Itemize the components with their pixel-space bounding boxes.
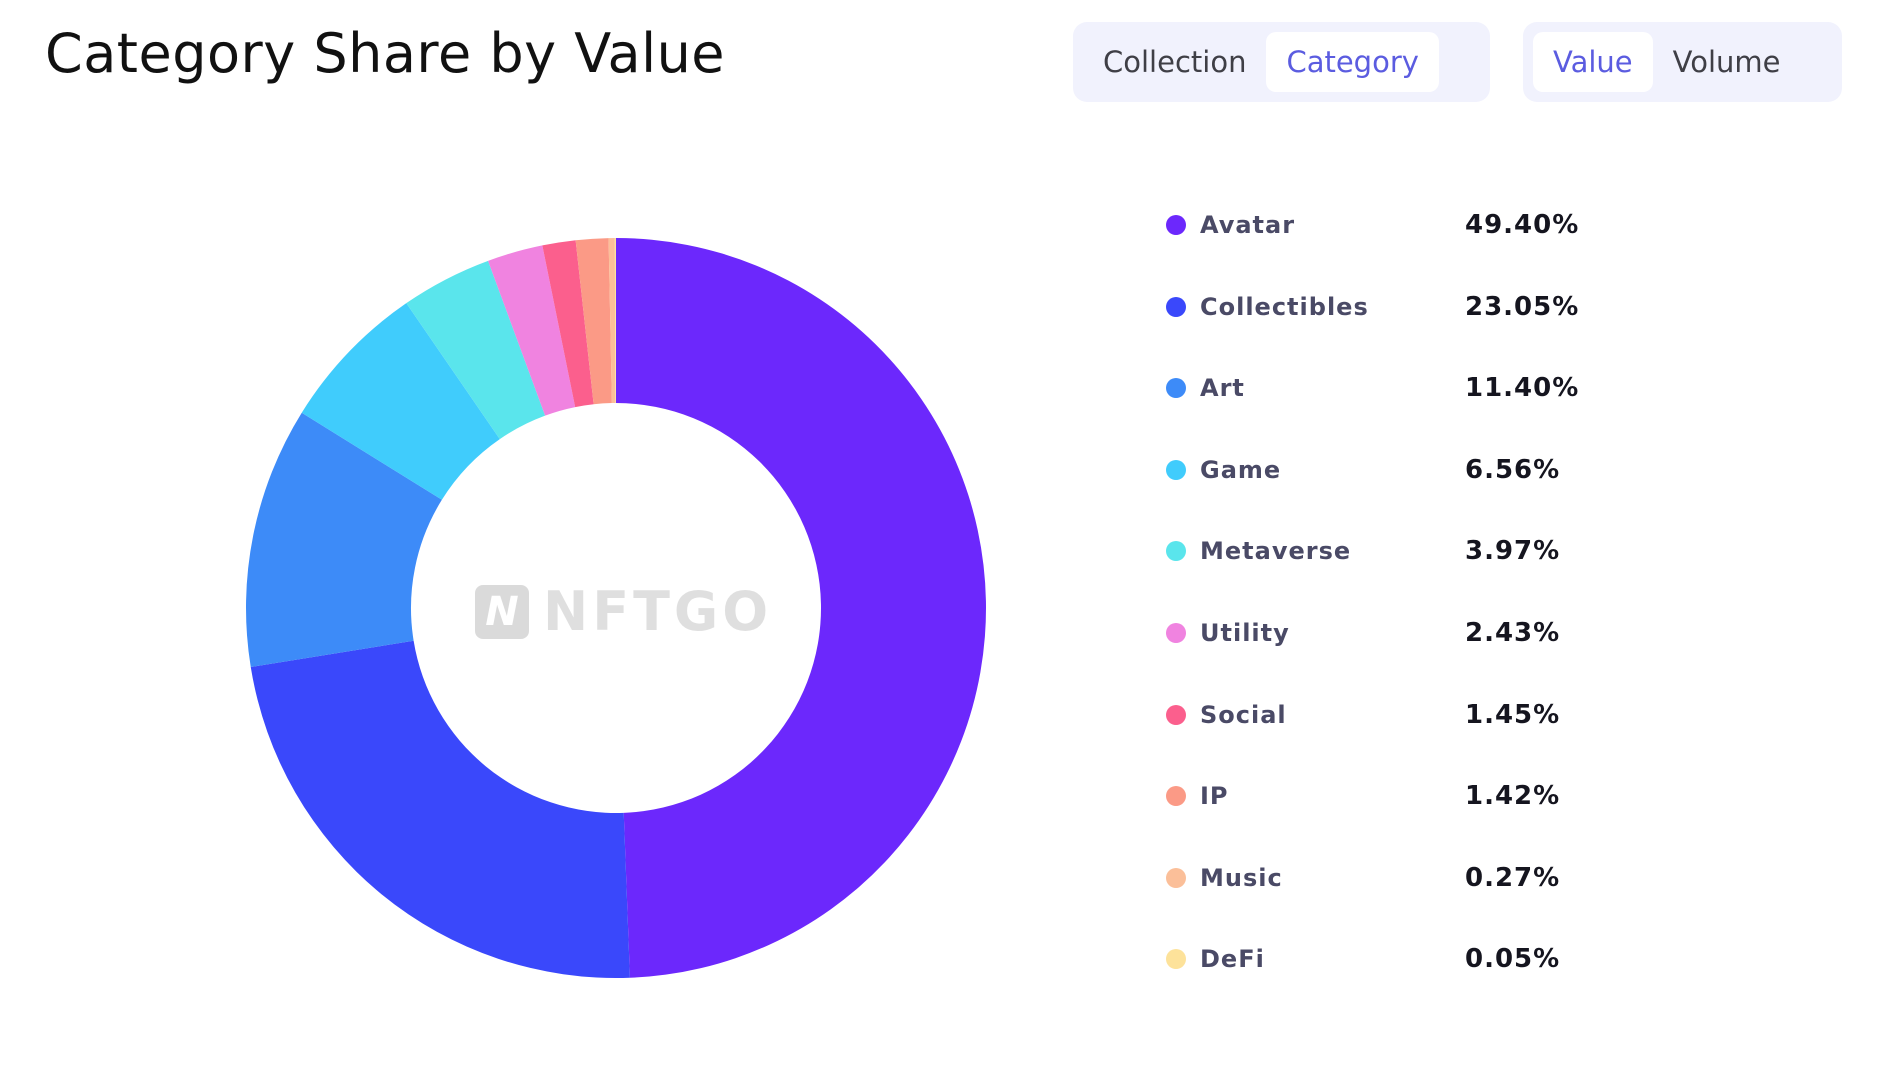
toggle-value[interactable]: Value [1533, 32, 1653, 92]
legend-item[interactable]: Game 6.56% [1166, 450, 1560, 490]
toggle-volume[interactable]: Volume [1672, 45, 1781, 79]
legend-label: Art [1200, 374, 1245, 403]
slice-social[interactable] [542, 240, 594, 408]
watermark-text: NFTGO [543, 580, 773, 643]
slice-game[interactable] [301, 303, 500, 500]
legend-dot-icon [1166, 378, 1186, 399]
slice-defi[interactable] [614, 238, 616, 404]
legend-value: 3.97% [1465, 536, 1561, 567]
slice-metaverse[interactable] [406, 260, 546, 440]
legend-value: 0.27% [1465, 862, 1561, 893]
legend-item[interactable]: Utility 2.43% [1166, 613, 1560, 653]
legend-label: Music [1200, 863, 1283, 892]
legend-label: Collectibles [1200, 292, 1369, 321]
legend-value: 2.43% [1465, 618, 1561, 648]
legend-dot-icon [1166, 623, 1186, 643]
legend-label: Social [1200, 700, 1287, 729]
legend-dot-icon [1166, 541, 1186, 562]
legend-dot-icon [1166, 949, 1186, 970]
legend-value: 6.56% [1465, 454, 1561, 485]
metric-toggle-group: Value Volume [1523, 22, 1842, 102]
legend-value: 11.40% [1465, 373, 1580, 404]
legend-item[interactable]: IP 1.42% [1166, 776, 1560, 816]
legend-value: 1.42% [1465, 781, 1561, 812]
slice-collectibles[interactable] [250, 640, 630, 978]
legend-label: IP [1200, 782, 1229, 811]
legend-label: DeFi [1200, 945, 1265, 974]
slice-avatar[interactable] [616, 238, 987, 978]
legend-value: 49.40% [1465, 210, 1580, 240]
type-toggle-group: Collection Category [1073, 22, 1490, 102]
slice-ip[interactable] [575, 238, 612, 405]
legend-item[interactable]: Art 11.40% [1166, 368, 1579, 408]
legend-item[interactable]: Music 0.27% [1166, 858, 1560, 898]
toggle-category[interactable]: Category [1266, 32, 1439, 92]
legend-dot-icon [1166, 296, 1186, 317]
legend-label: Game [1200, 455, 1282, 484]
page-title: Category Share by Value [45, 22, 726, 85]
toggle-collection[interactable]: Collection [1103, 45, 1247, 79]
legend-value: 23.05% [1465, 291, 1580, 322]
legend-dot-icon [1166, 867, 1186, 888]
legend-dot-icon [1166, 704, 1186, 725]
legend-label: Utility [1200, 619, 1290, 647]
watermark: N NFTGO [475, 580, 772, 643]
legend-label: Metaverse [1200, 537, 1352, 566]
slice-art[interactable] [245, 412, 442, 668]
legend-label: Avatar [1200, 211, 1296, 239]
legend-item[interactable]: Metaverse 3.97% [1166, 531, 1560, 571]
legend-item[interactable]: DeFi 0.05% [1166, 939, 1560, 979]
legend-dot-icon [1166, 459, 1186, 480]
legend-item[interactable]: Social 1.45% [1166, 695, 1560, 735]
legend-dot-icon [1166, 215, 1186, 235]
nftgo-logo-icon: N [475, 584, 529, 639]
legend-dot-icon [1166, 786, 1186, 807]
slice-utility[interactable] [488, 245, 576, 416]
legend-item[interactable]: Avatar 49.40% [1166, 205, 1579, 245]
slice-music[interactable] [608, 238, 616, 404]
legend-item[interactable]: Collectibles 23.05% [1166, 287, 1579, 327]
legend-value: 1.45% [1465, 699, 1561, 730]
legend-value: 0.05% [1465, 944, 1561, 975]
